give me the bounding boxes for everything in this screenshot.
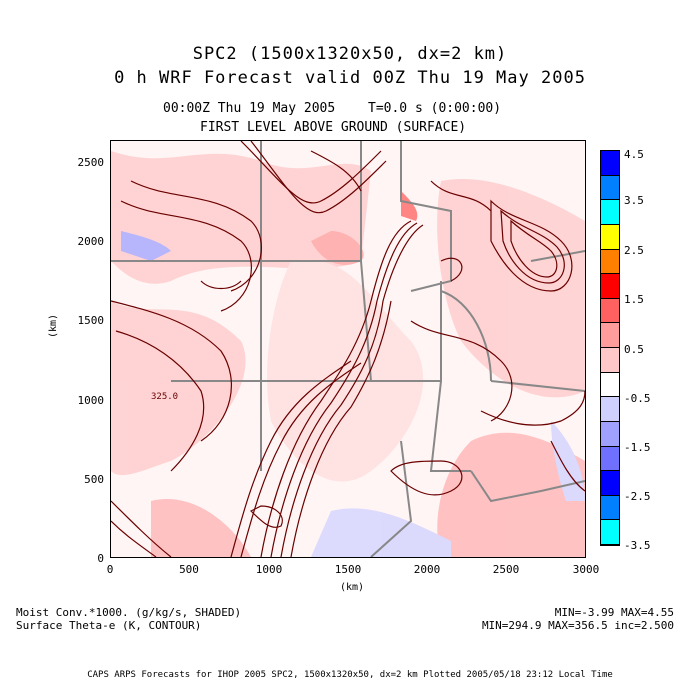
y-tick-0: 0 (97, 552, 104, 565)
colorbar-segment (601, 421, 619, 447)
colorbar-label: 0.5 (624, 343, 644, 356)
plot-title-line2: 0 h WRF Forecast valid 00Z Thu 19 May 20… (114, 68, 586, 88)
x-tick-3000: 3000 (572, 563, 600, 576)
colorbar-label: -2.5 (624, 490, 651, 503)
x-tick-2500: 2500 (492, 563, 520, 576)
map-field-svg: 325.0 (111, 141, 585, 557)
y-tick-2000: 2000 (77, 235, 105, 248)
x-tick-1000: 1000 (255, 563, 283, 576)
forecast-map: 325.0 (110, 140, 586, 558)
x-tick-2000: 2000 (413, 563, 441, 576)
x-tick-0: 0 (106, 563, 114, 576)
colorbar-label: -3.5 (624, 539, 651, 552)
colorbar-label: -0.5 (624, 392, 651, 405)
colorbar-segment (601, 495, 619, 521)
colorbar-segment (601, 249, 619, 275)
shaded-field-label: Moist Conv.*1000. (g/kg/s, SHADED) (16, 606, 242, 619)
y-tick-500: 500 (84, 473, 104, 486)
level-label: FIRST LEVEL ABOVE GROUND (SURFACE) (200, 120, 467, 135)
colorbar-label: 4.5 (624, 148, 644, 161)
shaded-field-stats: MIN=-3.99 MAX=4.55 (554, 606, 674, 619)
model-time-label: T=0.0 s (0:00:00) (368, 101, 502, 116)
colorbar-segment (601, 520, 619, 545)
colorbar-label: 2.5 (624, 244, 644, 257)
colorbar-segment (601, 274, 619, 299)
colorbar (600, 150, 620, 546)
x-tick-1500: 1500 (334, 563, 362, 576)
y-tick-2500: 2500 (77, 156, 105, 169)
colorbar-segment (601, 471, 619, 496)
colorbar-label: 1.5 (624, 293, 644, 306)
colorbar-segment (601, 200, 619, 225)
colorbar-segment (601, 397, 619, 422)
colorbar-segment (601, 372, 619, 398)
plot-title-line1: SPC2 (1500x1320x50, dx=2 km) (192, 44, 508, 64)
y-axis-unit: (km) (48, 313, 59, 338)
colorbar-segment (601, 348, 619, 373)
colorbar-segment (601, 175, 619, 201)
contour-value-label: 325.0 (151, 392, 178, 402)
shaded-field (111, 151, 585, 557)
theta-e-contours (111, 141, 585, 557)
colorbar-label: -1.5 (624, 441, 651, 454)
y-tick-1500: 1500 (77, 314, 105, 327)
contour-field-label: Surface Theta-e (K, CONTOUR) (16, 619, 202, 632)
x-axis-unit: (km) (340, 582, 365, 593)
colorbar-segment (601, 151, 619, 176)
colorbar-segment (601, 323, 619, 348)
contour-field-stats: MIN=294.9 MAX=356.5 inc=2.500 (481, 619, 674, 632)
footer-credit: CAPS ARPS Forecasts for IHOP 2005 SPC2, … (87, 670, 613, 680)
y-tick-1000: 1000 (77, 394, 105, 407)
x-tick-500: 500 (179, 563, 199, 576)
colorbar-segment (601, 446, 619, 472)
valid-time-label: 00:00Z Thu 19 May 2005 (163, 101, 336, 116)
colorbar-segment (601, 224, 619, 250)
colorbar-segment (601, 298, 619, 324)
colorbar-label: 3.5 (624, 194, 644, 207)
